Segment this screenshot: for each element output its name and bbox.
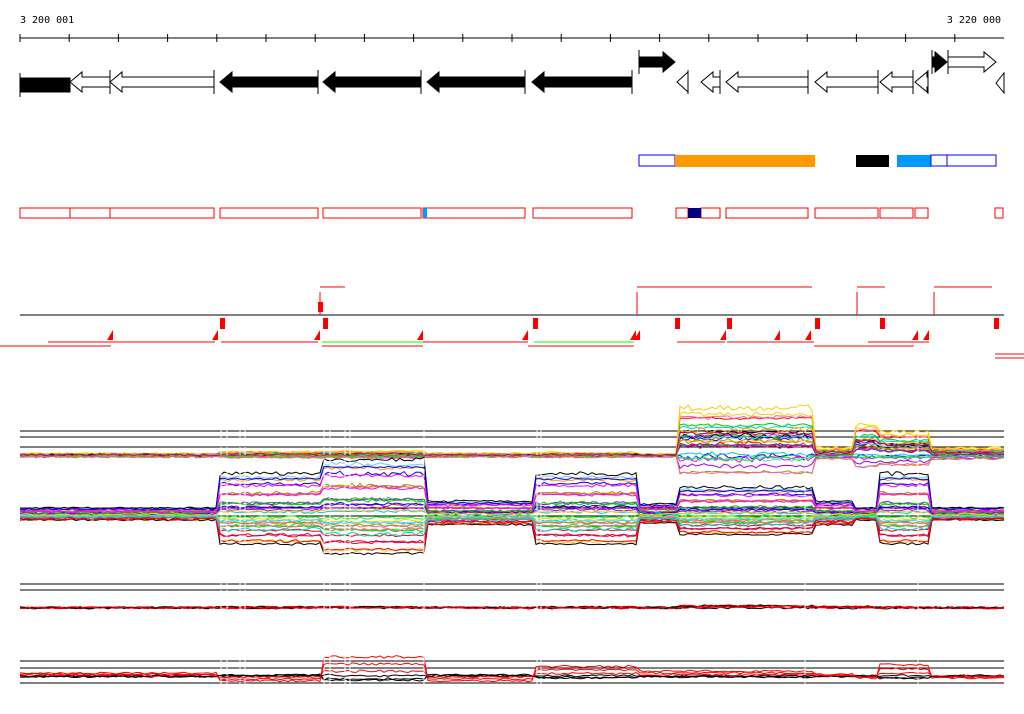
tu-marker bbox=[220, 318, 225, 329]
cds-box-yulB bbox=[69, 207, 111, 219]
tu-end-marker bbox=[522, 330, 528, 340]
gene-arrow-yugO bbox=[947, 50, 997, 74]
gene-arrow-tlpB bbox=[219, 70, 319, 94]
segment-S1193 bbox=[856, 155, 889, 167]
expression-profile bbox=[20, 456, 1005, 510]
cds-box-yugU bbox=[700, 207, 721, 219]
gene-arrow-yugP bbox=[879, 70, 914, 94]
operon-track bbox=[638, 154, 997, 167]
cds-box-tlpA bbox=[422, 207, 526, 219]
tu-end-marker bbox=[107, 330, 113, 340]
gene-arrow-mcpB bbox=[531, 70, 633, 94]
gene-arrow-partial bbox=[995, 71, 1005, 95]
tu-marker bbox=[727, 318, 732, 329]
tu-end-marker bbox=[634, 330, 640, 340]
cds-box-yuxG bbox=[109, 207, 215, 219]
ruler-start-label: 3 200 001 bbox=[20, 15, 74, 26]
operon-box bbox=[930, 154, 948, 167]
gene-arrow-yuzI bbox=[914, 70, 929, 94]
tu-end-marker bbox=[774, 330, 780, 340]
operon-box bbox=[638, 154, 676, 167]
expression-profile bbox=[19, 655, 1005, 683]
segment-S1192 bbox=[688, 208, 701, 218]
cds-box-yugT bbox=[725, 207, 809, 219]
expression-profile bbox=[19, 411, 1005, 456]
cds-box bbox=[994, 207, 1004, 219]
gene-track bbox=[19, 50, 1005, 97]
tu-end-marker bbox=[923, 330, 929, 340]
gene-arrow-yuxG bbox=[109, 70, 215, 94]
cds-box-mcpA bbox=[322, 207, 422, 219]
tu-end-marker bbox=[314, 330, 320, 340]
expression-tracks bbox=[19, 404, 1005, 700]
expression-profile bbox=[19, 515, 1005, 538]
tu-end-marker bbox=[212, 330, 218, 340]
expression-profile bbox=[19, 604, 1005, 610]
expression-profile bbox=[19, 485, 1005, 514]
tu-marker bbox=[880, 318, 885, 329]
tu-marker bbox=[323, 318, 328, 329]
tu-end-marker bbox=[417, 330, 423, 340]
coordinate-ruler: 3 200 001 3 220 000 bbox=[19, 15, 1004, 42]
gene-arrow-yugS bbox=[814, 70, 879, 94]
gene-arrow-yulB bbox=[69, 70, 111, 94]
expression-profile bbox=[20, 465, 1004, 511]
gene-arrow-mstX bbox=[931, 50, 948, 74]
gene-arrow-mcpA bbox=[322, 70, 422, 94]
expression-profile bbox=[19, 508, 1005, 516]
gene-arrow-tgl bbox=[638, 50, 676, 74]
cds-track bbox=[19, 207, 1004, 219]
tu-marker bbox=[675, 318, 680, 329]
gene-arrow-yuzH bbox=[676, 70, 689, 94]
tu-end-marker bbox=[630, 330, 636, 340]
transcription-unit-track bbox=[0, 286, 1024, 359]
gene-arrow-yulC bbox=[19, 77, 71, 93]
cds-box-yuzH bbox=[675, 207, 689, 219]
segment-S1191 bbox=[675, 155, 815, 167]
cds-box-yuzI bbox=[914, 207, 929, 219]
tu-marker bbox=[533, 318, 538, 329]
expression-profile bbox=[19, 496, 1005, 515]
tu-marker bbox=[318, 302, 323, 312]
cds-box-yugS bbox=[814, 207, 879, 219]
expression-profile bbox=[19, 473, 1005, 512]
expression-profile bbox=[19, 517, 1005, 552]
gene-arrow-yugU bbox=[700, 70, 721, 94]
expression-profile bbox=[19, 514, 1005, 526]
tu-end-marker bbox=[720, 330, 726, 340]
operon-box bbox=[946, 154, 997, 167]
gene-arrow-tlpA bbox=[426, 70, 526, 94]
tu-end-marker bbox=[912, 330, 918, 340]
segment-S1194 bbox=[897, 155, 931, 167]
cds-box-mcpB bbox=[532, 207, 633, 219]
tu-marker bbox=[815, 318, 820, 329]
cds-box-yulC bbox=[19, 207, 71, 219]
expression-profile bbox=[19, 669, 1005, 679]
gene-arrow-yugT bbox=[725, 70, 809, 94]
cds-box-yugP bbox=[879, 207, 914, 219]
cds-box-tlpB bbox=[219, 207, 319, 219]
expression-profile bbox=[19, 431, 1005, 457]
tu-end-marker bbox=[805, 330, 811, 340]
cds-highlight bbox=[423, 208, 427, 218]
tu-marker bbox=[994, 318, 999, 329]
expression-profile bbox=[19, 518, 1005, 556]
ruler-end-label: 3 220 000 bbox=[947, 15, 1001, 26]
